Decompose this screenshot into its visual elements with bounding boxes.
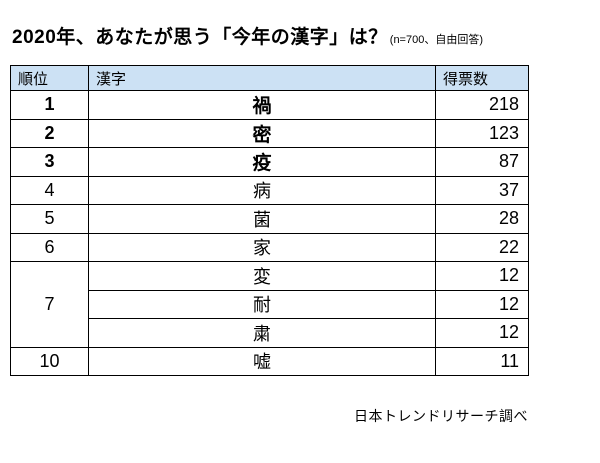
kanji-cell: 変	[88, 261, 436, 291]
table-row: 粛 12	[11, 318, 529, 348]
table-row: 1 禍 218	[10, 90, 529, 120]
votes-cell: 28	[435, 204, 529, 234]
source-credit: 日本トレンドリサーチ調べ	[354, 408, 528, 424]
rank-cell: 2	[10, 118, 89, 148]
rank-cell: 5	[10, 204, 89, 234]
votes-cell: 87	[435, 147, 529, 177]
kanji-ranking-table: 順位 漢字 得票数 1 禍 218 2 密 123 3 疫 87 4 病 3 7 …	[10, 65, 529, 376]
survey-question-title: 2020年、あなたが思う「今年の漢字」は？	[12, 27, 388, 48]
table-row: 耐 12	[11, 289, 529, 319]
votes-cell: 218	[435, 90, 529, 120]
rank-cell: 6	[10, 232, 89, 262]
votes-cell: 12	[435, 289, 529, 319]
votes-cell: 22	[435, 232, 529, 262]
table-row: 7 変 12	[10, 261, 529, 348]
kanji-cell: 密	[88, 118, 436, 148]
votes-cell: 11	[435, 346, 529, 376]
kanji-cell: 嘘	[88, 346, 436, 376]
kanji-cell: 禍	[88, 90, 436, 120]
kanji-cell: 疫	[88, 147, 436, 177]
kanji-cell: 病	[88, 175, 436, 205]
kanji-cell: 菌	[88, 204, 436, 234]
kanji-cell: 耐	[88, 289, 436, 319]
header-kanji: 漢字	[88, 65, 436, 91]
votes-cell: 12	[435, 318, 529, 348]
table-row: 3 疫 87	[10, 147, 529, 177]
rank-cell: 7	[10, 261, 89, 348]
votes-cell: 12	[435, 261, 529, 291]
votes-cell: 37	[435, 175, 529, 205]
table-row: 4 病 37	[10, 175, 529, 205]
table-header-row: 順位 漢字 得票数	[10, 65, 529, 91]
rank-cell: 4	[10, 175, 89, 205]
rank-cell: 1	[10, 90, 89, 120]
table-row: 6 家 22	[10, 232, 529, 262]
header-rank: 順位	[10, 65, 89, 91]
kanji-cell: 粛	[88, 318, 436, 348]
sample-size-note: (n=700、自由回答)	[389, 34, 484, 46]
page-title: 2020年、あなたが思う「今年の漢字」は？ (n=700、自由回答)	[12, 22, 600, 49]
table-row: 5 菌 28	[10, 204, 529, 234]
kanji-cell: 家	[88, 232, 436, 262]
rank-cell: 10	[10, 346, 89, 376]
table-row: 2 密 123	[10, 118, 529, 148]
rank-cell: 3	[10, 147, 89, 177]
table-row: 10 嘘 11	[10, 346, 529, 376]
votes-cell: 123	[435, 118, 529, 148]
header-votes: 得票数	[435, 65, 529, 91]
